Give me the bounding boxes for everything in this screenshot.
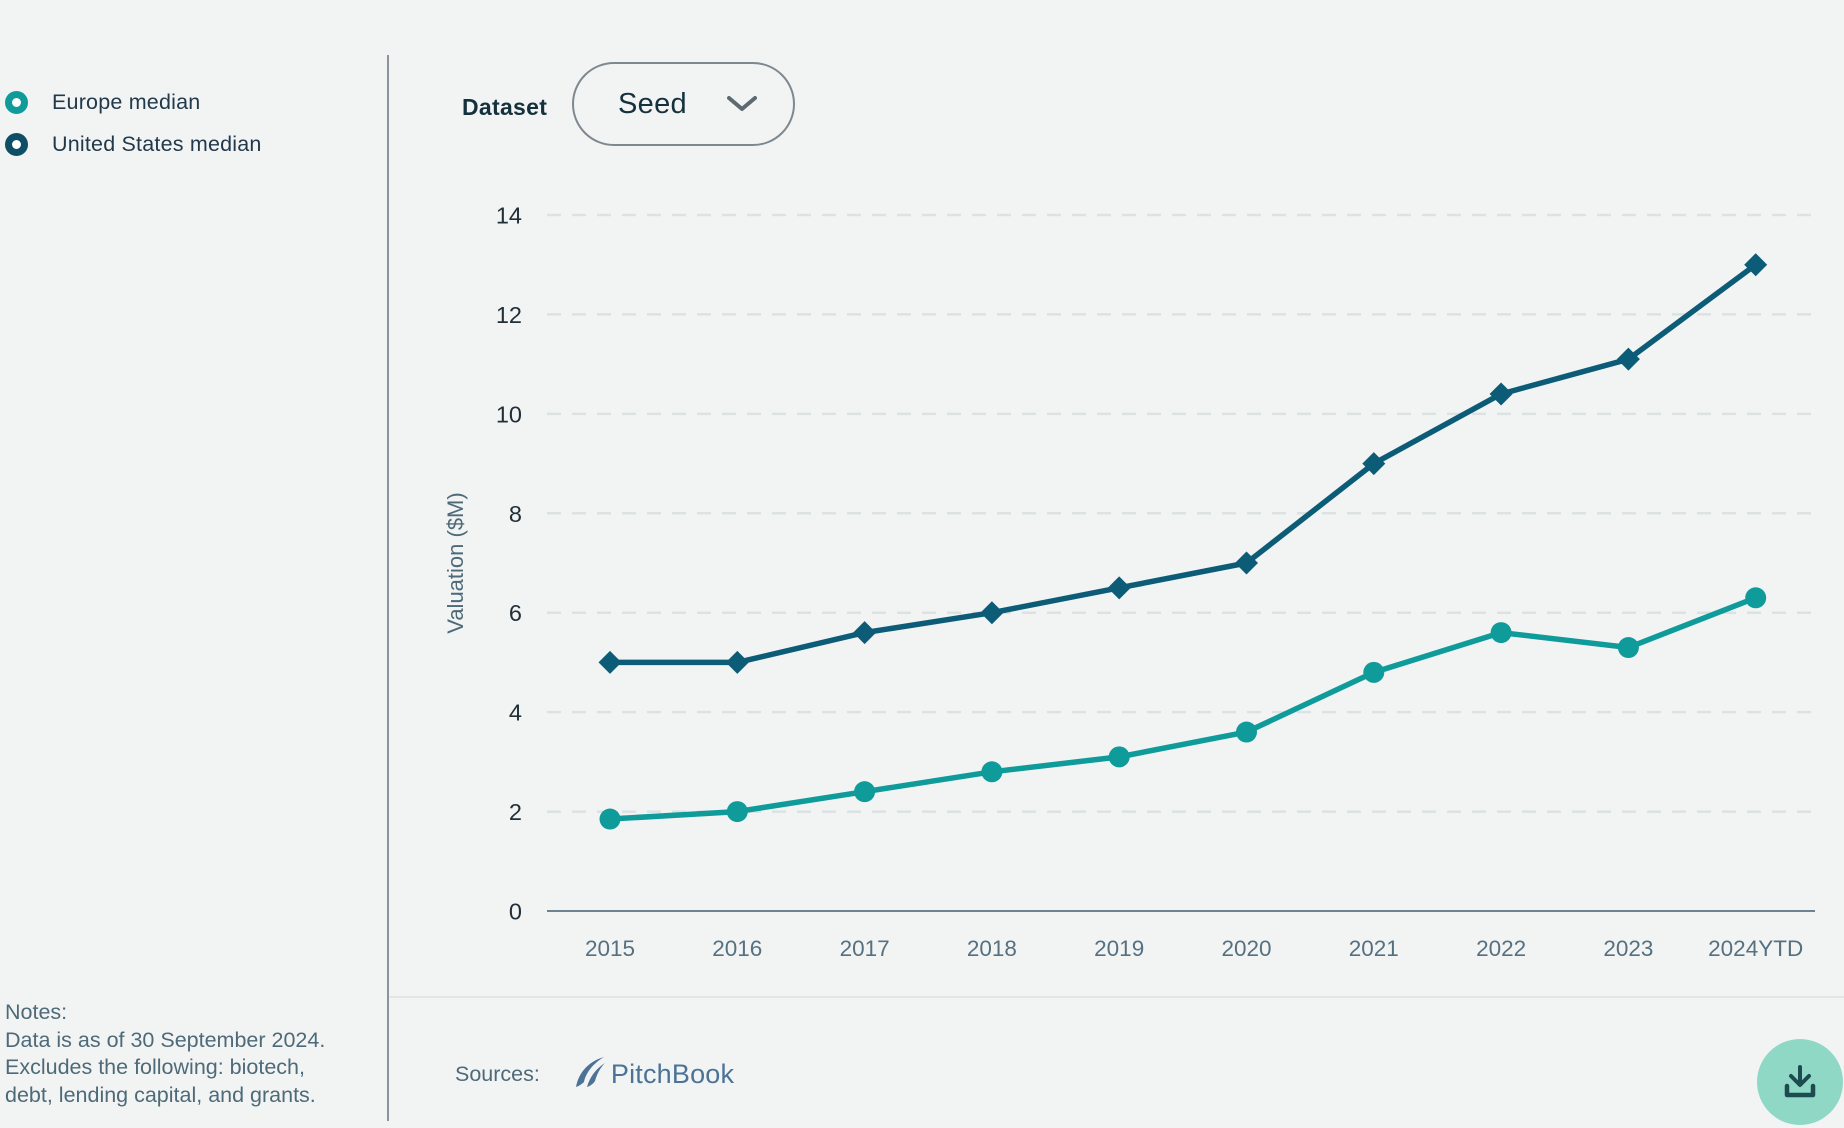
legend-label: United States median xyxy=(52,132,262,156)
pitchbook-wordmark: PitchBook xyxy=(610,1058,735,1089)
notes-title: Notes: xyxy=(5,1000,68,1024)
y-tick-label: 4 xyxy=(509,700,522,726)
download-button[interactable] xyxy=(1757,1039,1843,1125)
data-point-diamond[interactable] xyxy=(1616,347,1640,371)
x-tick-label: 2021 xyxy=(1349,936,1399,961)
sources-label: Sources: xyxy=(455,1061,540,1086)
x-tick-label: 2017 xyxy=(840,936,890,961)
legend-item-europe-median[interactable]: Europe median xyxy=(5,90,262,115)
legend-ring-icon xyxy=(5,91,28,114)
y-tick-label: 10 xyxy=(496,401,522,427)
data-point-diamond[interactable] xyxy=(980,601,1004,625)
data-point-circle[interactable] xyxy=(981,761,1003,783)
data-point-circle[interactable] xyxy=(1490,622,1512,644)
data-point-diamond[interactable] xyxy=(1362,452,1386,476)
pitchbook-icon xyxy=(575,1057,605,1087)
y-tick-label: 2 xyxy=(509,799,522,825)
series-line-europe-median xyxy=(607,595,1759,822)
legend-ring-icon xyxy=(5,133,28,156)
data-point-circle[interactable] xyxy=(726,801,748,823)
y-tick-label: 0 xyxy=(509,899,522,925)
data-point-circle[interactable] xyxy=(1363,661,1385,683)
dataset-selected-value: Seed xyxy=(618,87,687,120)
data-point-circle[interactable] xyxy=(1236,721,1257,743)
notes-block: Notes: Data is as of 30 September 2024. E… xyxy=(5,999,325,1109)
data-point-diamond[interactable] xyxy=(725,650,749,674)
x-tick-label: 2019 xyxy=(1094,936,1144,961)
y-tick-label: 6 xyxy=(509,600,522,626)
data-point-diamond[interactable] xyxy=(1489,382,1513,406)
x-tick-label: 2016 xyxy=(712,936,762,961)
horizontal-separator xyxy=(389,996,1844,998)
series-line-united-states-median xyxy=(607,261,1759,666)
x-tick-label: 2015 xyxy=(585,936,635,961)
chevron-down-icon xyxy=(727,96,757,111)
notes-line: Excludes the following: biotech, xyxy=(5,1055,305,1079)
pitchbook-logo: PitchBook xyxy=(574,1056,734,1092)
chart-canvas: 0 2 4 6 8 10 12 14 Valuation ($M) 2015 2016 2017 201… xyxy=(443,203,1815,961)
y-tick-label: 12 xyxy=(496,302,522,328)
y-tick-label: 14 xyxy=(496,203,522,229)
data-point-circle[interactable] xyxy=(1108,746,1130,768)
dataset-dropdown[interactable]: Seed xyxy=(572,62,795,146)
sidebar: Europe median United States median Notes:… xyxy=(0,0,387,1128)
data-point-diamond[interactable] xyxy=(598,650,622,674)
x-tick-label: 2023 xyxy=(1603,936,1653,961)
sources-row: Sources: PitchBook xyxy=(455,1056,734,1092)
download-icon xyxy=(1784,1065,1816,1098)
data-point-circle[interactable] xyxy=(854,781,876,803)
data-point-diamond[interactable] xyxy=(853,621,877,645)
x-tick-label: 2024YTD xyxy=(1708,936,1803,961)
vertical-divider xyxy=(387,55,389,1121)
y-tick-label: 8 xyxy=(509,501,522,527)
x-tick-label: 2018 xyxy=(967,936,1017,961)
data-point-circle[interactable] xyxy=(1617,637,1639,659)
data-point-circle[interactable] xyxy=(599,808,621,830)
legend-label: Europe median xyxy=(52,90,201,114)
x-tick-label: 2020 xyxy=(1221,936,1271,961)
x-tick-label: 2022 xyxy=(1476,936,1526,961)
notes-line: debt, lending capital, and grants. xyxy=(5,1082,316,1107)
notes-lines: Data is as of 30 September 2024. Excludes… xyxy=(5,1027,325,1110)
chart-legend: Europe median United States median xyxy=(5,90,262,174)
y-axis-title: Valuation ($M) xyxy=(443,492,468,633)
data-point-diamond[interactable] xyxy=(1107,576,1131,600)
data-point-circle[interactable] xyxy=(1745,587,1767,609)
data-point-diamond[interactable] xyxy=(1744,253,1768,277)
legend-item-united-states-median[interactable]: United States median xyxy=(5,132,262,157)
dataset-label: Dataset xyxy=(462,94,548,120)
notes-line: Data is as of 30 September 2024. xyxy=(5,1027,326,1052)
data-point-diamond[interactable] xyxy=(1235,551,1258,575)
